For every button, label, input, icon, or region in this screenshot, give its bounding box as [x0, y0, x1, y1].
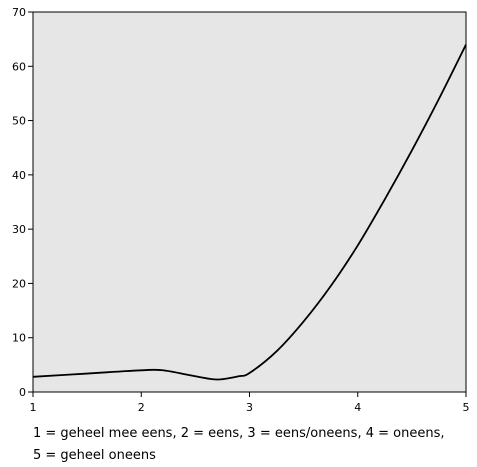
chart-caption: 1 = geheel mee eens, 2 = eens, 3 = eens/…	[33, 423, 473, 467]
y-tick-label: 0	[19, 386, 26, 399]
y-tick-label: 70	[12, 6, 26, 19]
x-axis: 1 2 3 4 5	[30, 392, 470, 414]
x-tick-label: 3	[246, 401, 253, 414]
y-tick-label: 20	[12, 277, 26, 290]
caption-line-2: 5 = geheel oneens	[33, 448, 156, 463]
plot-area	[33, 12, 466, 392]
caption-line-1: 1 = geheel mee eens, 2 = eens, 3 = eens/…	[33, 426, 445, 441]
y-tick-label: 60	[12, 60, 26, 73]
x-tick-label: 5	[463, 401, 470, 414]
series-line	[32, 44, 467, 381]
plot-frame	[32, 11, 467, 393]
y-tick-label: 40	[12, 169, 26, 182]
x-tick-label: 1	[30, 401, 37, 414]
x-tick-label: 2	[138, 401, 145, 414]
y-tick-label: 50	[12, 115, 26, 128]
line-chart: 0 10 20 30 40 50 60 70 1 2 3 4 5	[12, 6, 470, 414]
x-tick-label: 4	[354, 401, 361, 414]
y-tick-label: 10	[12, 332, 26, 345]
y-tick-label: 30	[12, 223, 26, 236]
y-axis: 0 10 20 30 40 50 60 70	[12, 6, 33, 399]
